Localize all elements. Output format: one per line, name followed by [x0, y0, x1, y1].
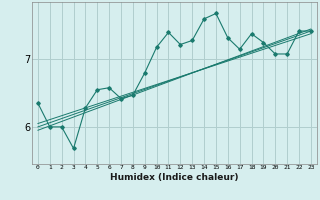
X-axis label: Humidex (Indice chaleur): Humidex (Indice chaleur)	[110, 173, 239, 182]
